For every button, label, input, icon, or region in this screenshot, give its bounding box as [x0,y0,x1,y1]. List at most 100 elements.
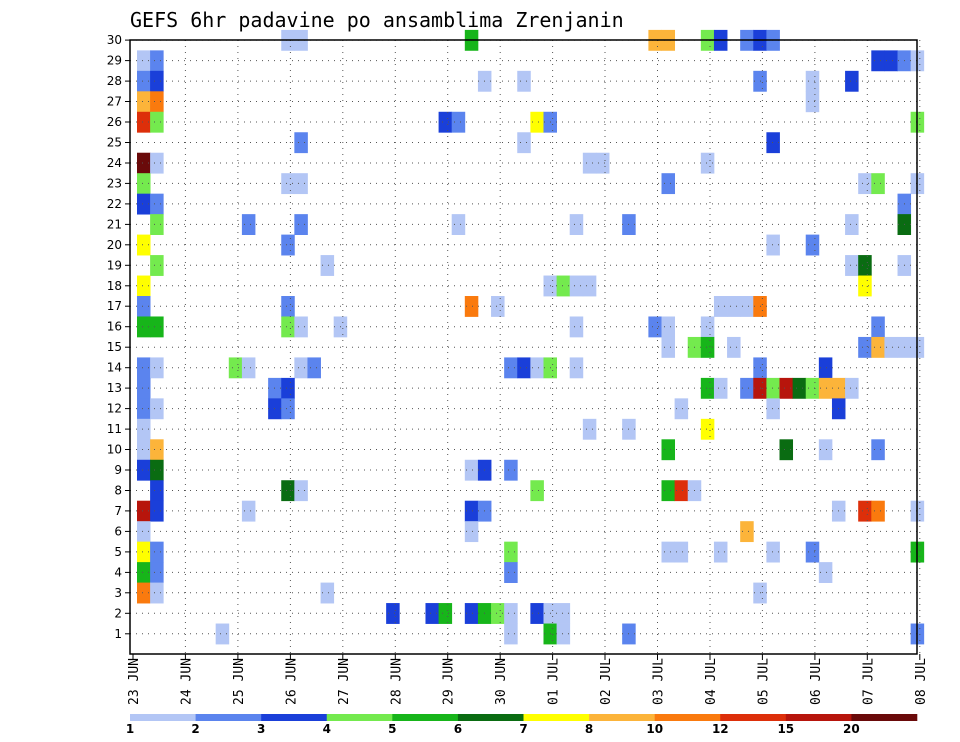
heatmap-cell [713,296,728,317]
x-tick-label: 04 JUL [704,658,719,705]
heatmap-cell [150,70,164,92]
heatmap-cell [845,377,859,399]
grid-lines [130,39,921,654]
color-scale-segment [785,714,852,721]
color-scale-label: 6 [454,722,462,736]
heatmap-cell [281,316,295,338]
heatmap-cell [150,255,164,276]
heatmap-cell [137,521,151,543]
y-tick-label: 19 [107,258,122,272]
color-scale-segment [851,714,918,721]
x-tick-label: 23 JUN [127,658,142,705]
y-tick-label: 6 [114,524,122,538]
y-tick-label: 22 [107,197,122,211]
y-tick-label: 3 [114,586,122,600]
heatmap-cell [504,562,518,583]
heatmap-cell [504,541,518,563]
heatmap-cell [451,214,466,235]
heatmap-cell [137,439,151,461]
x-tick-label: 29 JUN [442,658,457,705]
heatmap-cell [504,603,518,624]
heatmap-cell [504,459,518,481]
heatmap-cell [137,398,151,420]
heatmap-cell [700,316,715,338]
x-tick-labels: 23 JUN 24 JUN 25 JUN 26 JUN 27 JUN 28 JUN 29 J… [127,658,929,705]
y-tick-label: 7 [114,504,122,518]
color-scale-segment [654,714,721,721]
color-scale-segment [261,714,328,721]
heatmap-cell [779,377,794,399]
color-scale-label: 20 [843,722,860,736]
y-tick-label: 21 [107,217,122,231]
heatmap-cell [858,275,872,297]
x-tick-label: 30 JUN [494,658,509,705]
heatmap-cell [674,480,689,502]
heatmap-cell [137,541,151,563]
heatmap-cell [661,336,676,358]
heatmap-cell [674,541,689,563]
heatmap-cell [727,296,741,317]
heatmap-cell [281,296,295,317]
heatmap-cell [517,357,531,379]
y-tick-label: 28 [107,74,122,88]
y-tick-label: 12 [107,402,122,416]
heatmap-cell [884,336,898,358]
color-scale-label: 15 [777,722,794,736]
heatmap-cell [818,562,833,583]
heatmap-cell [871,316,885,338]
heatmap-cell [858,173,872,195]
axis-ticks [125,39,921,660]
heatmap-cell [871,173,885,195]
x-tick-label: 05 JUL [756,658,771,705]
heatmap-cell [438,111,453,133]
heatmap-cell [530,111,544,133]
heatmap-cell [713,377,728,399]
heatmap-cell [517,132,531,154]
color-scale-label: 4 [323,722,331,736]
heatmap-cell [661,316,676,338]
heatmap-cell [241,214,256,235]
heatmap-cell [871,439,885,461]
heatmap-cell [150,152,164,174]
heatmap-cell [150,214,164,235]
heatmap-cell [438,603,453,624]
x-tick-label: 01 JUL [547,658,562,705]
heatmap-cell [137,50,151,72]
heatmap-cell [845,70,859,92]
x-tick-label: 26 JUN [284,658,299,705]
heatmap-cell [150,398,164,420]
color-scale-segment [130,714,196,721]
heatmap-cell [281,398,295,420]
heatmap-cell [766,541,780,563]
y-tick-label: 15 [107,340,122,354]
heatmap-cell [294,357,308,379]
heatmap-cell [556,623,571,645]
heatmap-cell [464,521,479,543]
heatmap-cell [871,500,885,522]
heatmap-cell [582,418,597,440]
plot-frame [129,39,918,655]
x-tick-label: 08 JUL [914,658,929,705]
heatmap-cell [307,357,321,379]
color-scale-segment [392,714,459,721]
y-tick-label: 16 [107,320,122,334]
heatmap-cell [150,439,164,461]
heatmap-cell [845,255,859,276]
y-tick-label: 27 [107,95,122,109]
color-scale-label: 2 [191,722,199,736]
heatmap-cell [137,500,151,522]
y-tick-label: 18 [107,279,122,293]
heatmap-cell [281,173,295,195]
y-tick-label: 14 [107,361,122,375]
heatmap-cell [137,234,151,256]
color-scale-segment [457,714,524,721]
heatmap-cell [582,275,597,297]
heatmap-cell [137,152,151,174]
heatmap-cell [137,111,151,133]
heatmap-cell [137,70,151,92]
x-tick-label: 28 JUN [389,658,404,705]
x-tick-label: 27 JUN [337,658,352,705]
color-scale-label: 7 [519,722,527,736]
heatmap-cell [150,111,164,133]
